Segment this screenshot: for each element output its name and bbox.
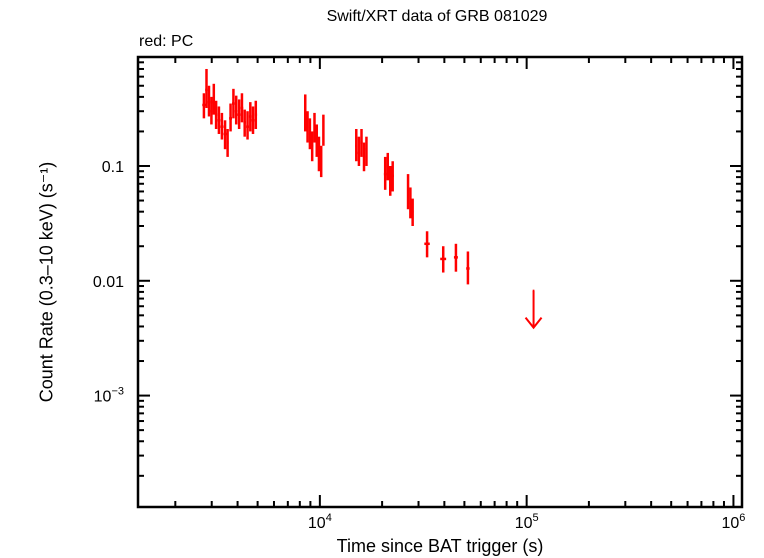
chart-title: Swift/XRT data of GRB 081029 [326,8,548,25]
plot-frame [136,55,744,509]
x-axis-label: Time since BAT trigger (s) [336,536,544,556]
y-tick-label: 0.1 [102,159,124,176]
y-tick-label: 0.01 [93,274,124,291]
x-tick-label: 106 [721,512,745,532]
x-tick-label: 104 [308,512,332,532]
data-points [202,68,543,330]
tick-labels: 104 105 106 0.1 0.01 10−3 [93,159,746,532]
y-tick-label: 10−3 [94,386,124,406]
x-tick-label: 105 [515,512,539,532]
legend-label: red: PC [139,33,194,50]
axis-ticks [138,57,742,507]
